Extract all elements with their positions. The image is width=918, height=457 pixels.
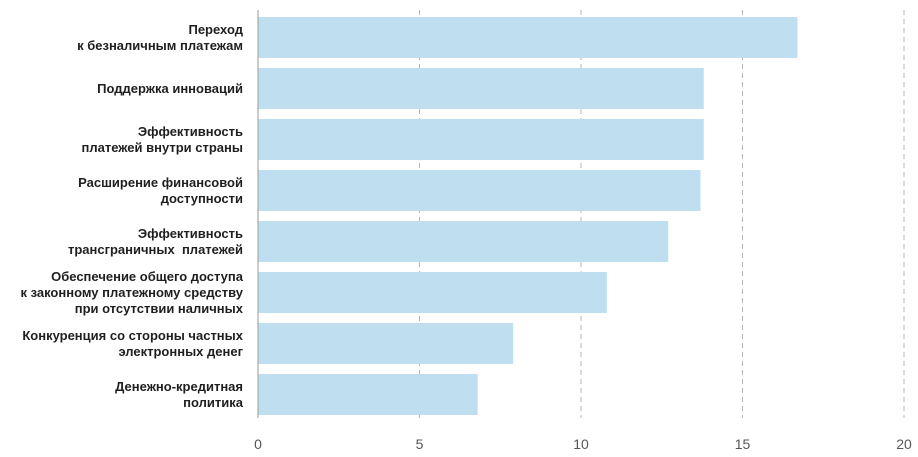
category-label: политика — [183, 395, 244, 410]
category-label: к законному платежному средству — [20, 285, 243, 300]
bar — [258, 170, 701, 211]
category-label: доступности — [161, 191, 243, 206]
category-label: к безналичным платежам — [77, 38, 243, 53]
bar — [258, 323, 514, 364]
category-label: Денежно-кредитная — [115, 379, 243, 394]
category-label: Конкуренция со стороны частных — [22, 328, 243, 343]
category-label: платежей внутри страны — [81, 140, 243, 155]
category-label: Переход — [188, 22, 243, 37]
x-tick-label: 0 — [254, 436, 262, 452]
category-label: электронных денег — [118, 344, 243, 359]
x-axis-ticks: 0 5 10 15 20 — [254, 436, 912, 452]
x-tick-label: 20 — [896, 436, 912, 452]
category-label: Обеспечение общего доступа — [51, 269, 244, 284]
bar — [258, 221, 669, 262]
category-label: Эффективность — [138, 124, 243, 139]
x-tick-label: 5 — [416, 436, 424, 452]
bar — [258, 374, 478, 415]
bars — [258, 17, 798, 415]
x-tick-label: 15 — [735, 436, 751, 452]
bar — [258, 68, 704, 109]
x-tick-label: 10 — [573, 436, 589, 452]
bar — [258, 272, 607, 313]
category-label: Эффективность — [138, 226, 243, 241]
category-label: Расширение финансовой — [78, 175, 243, 190]
category-label: при отсутствии наличных — [75, 301, 244, 316]
bar — [258, 119, 704, 160]
category-label: Поддержка инноваций — [97, 81, 243, 96]
bar — [258, 17, 798, 58]
category-label: трансграничных платежей — [68, 242, 243, 257]
